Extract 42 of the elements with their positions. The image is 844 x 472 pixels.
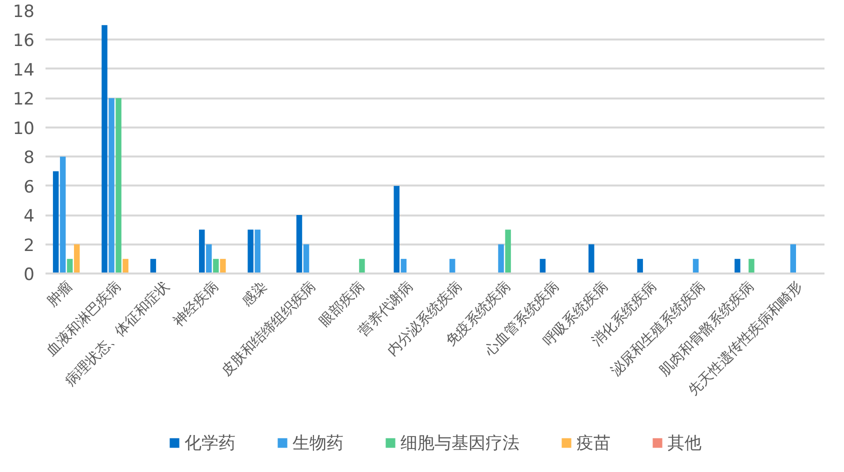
bar <box>498 244 504 274</box>
legend-label: 疫苗 <box>576 432 610 454</box>
bar <box>74 244 80 274</box>
bar <box>116 98 122 274</box>
bar <box>296 215 302 274</box>
y-tick-label: 16 <box>12 31 35 52</box>
bar <box>637 258 643 274</box>
legend-label: 细胞与基因疗法 <box>400 432 520 454</box>
bar <box>790 244 796 274</box>
bar <box>734 258 740 274</box>
bar <box>254 230 260 274</box>
y-tick-label: 6 <box>24 177 35 198</box>
y-tick-label: 4 <box>24 206 35 227</box>
bar <box>248 230 254 274</box>
bar <box>206 244 212 274</box>
bar <box>199 230 205 274</box>
legend-label: 化学药 <box>184 432 236 454</box>
x-tick-label: 肿瘤 <box>44 278 76 310</box>
legend-label: 生物药 <box>292 432 344 454</box>
bar <box>748 258 754 274</box>
y-tick-label: 12 <box>12 90 35 110</box>
bar <box>303 244 310 274</box>
x-tick-label: 感染 <box>239 278 270 310</box>
bar <box>102 25 108 274</box>
legend-label: 其他 <box>668 432 702 454</box>
y-tick-label: 14 <box>12 60 35 80</box>
bar <box>108 98 114 274</box>
bar <box>394 186 400 274</box>
y-tick-label: 8 <box>24 148 35 168</box>
bar <box>213 258 219 274</box>
bar <box>220 258 226 274</box>
y-tick-label: 0 <box>24 265 35 285</box>
bar <box>505 230 511 274</box>
bar <box>60 156 66 274</box>
bar <box>359 258 365 274</box>
y-tick-label: 10 <box>12 118 35 139</box>
y-tick-label: 18 <box>12 2 35 22</box>
bar <box>588 244 594 274</box>
x-tick-label: 神经疾病 <box>170 278 222 330</box>
bar <box>52 171 59 274</box>
bar <box>122 258 128 274</box>
y-tick-label: 2 <box>24 236 35 256</box>
